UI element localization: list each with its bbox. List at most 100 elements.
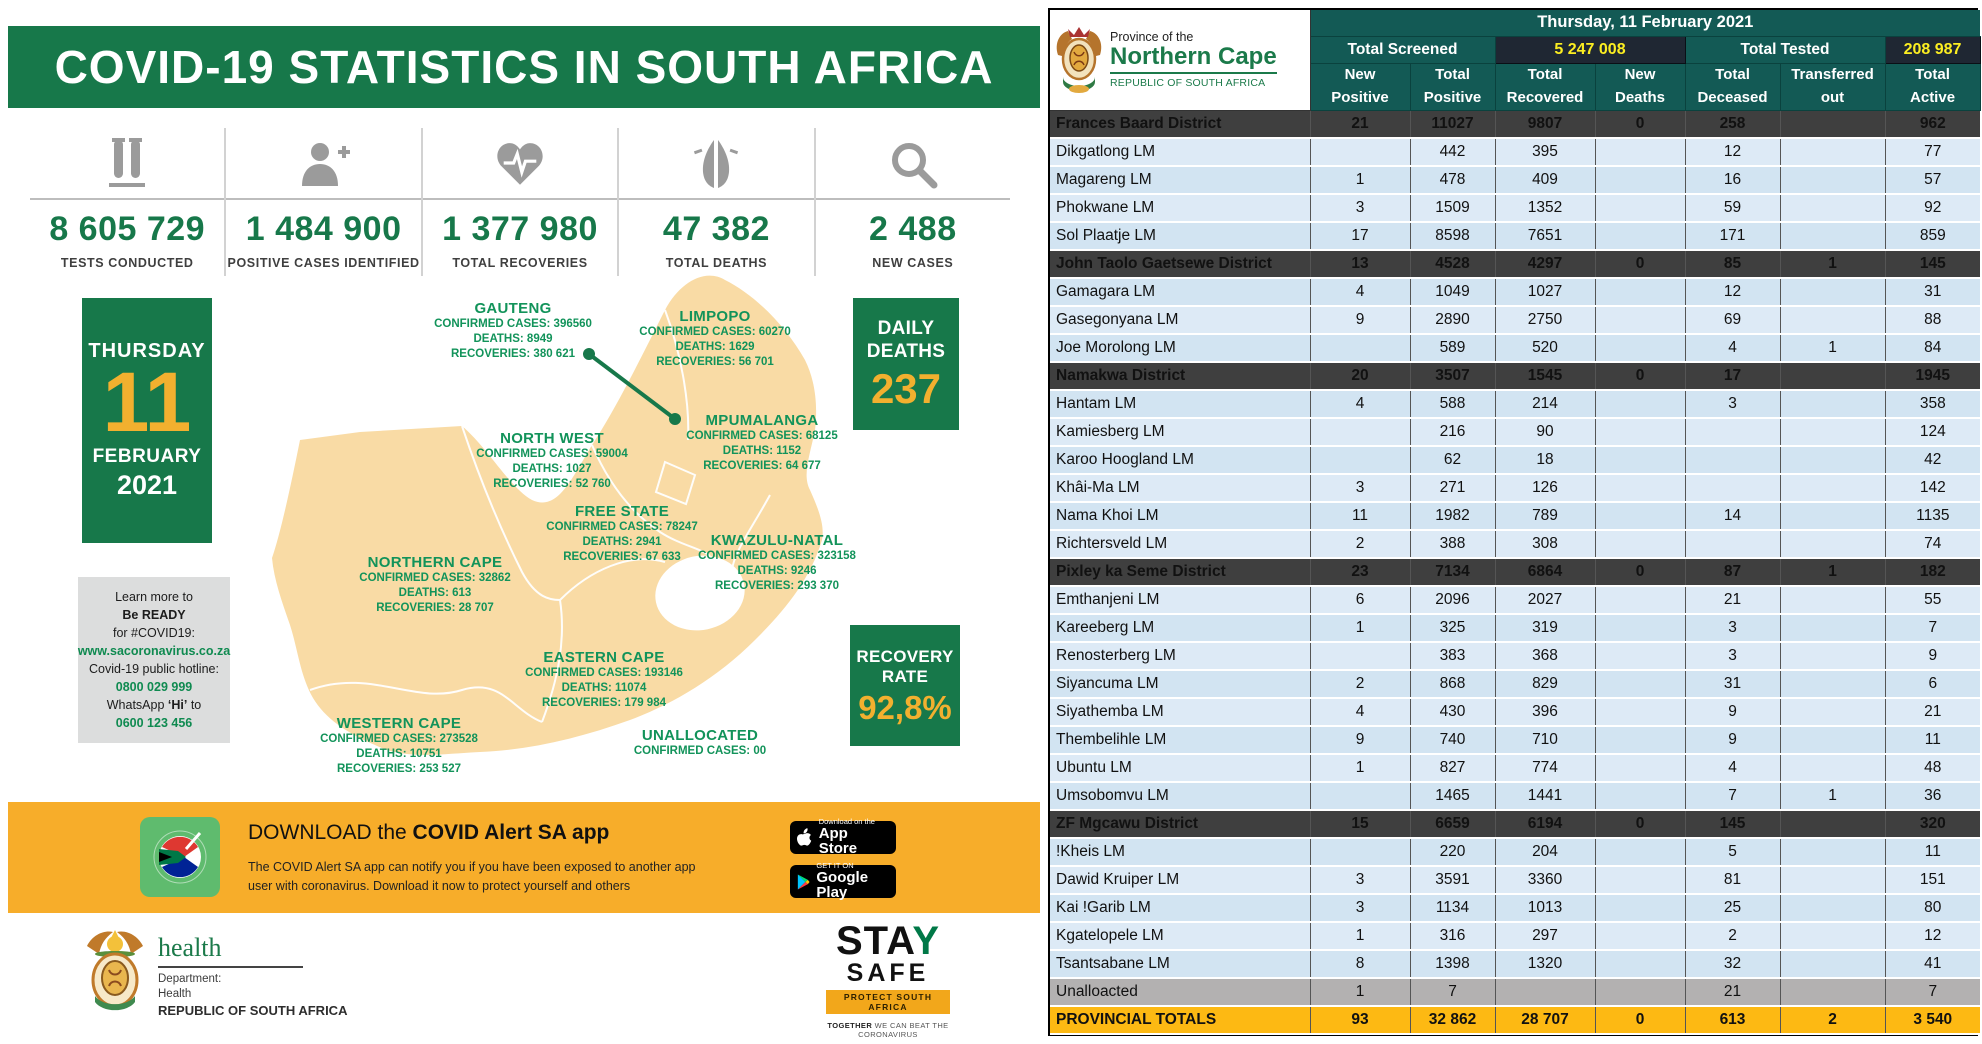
row-value [1594,642,1685,671]
row-value: 55 [1884,586,1981,615]
row-value: 1982 [1409,502,1495,531]
row-value: 3 [1684,614,1780,643]
row-value: 1352 [1494,194,1595,223]
stat-value: 8 605 729 [49,210,206,248]
row-value: 1320 [1494,950,1595,979]
row-value: 8 [1309,950,1410,979]
row-name: Emthanjeni LM [1050,586,1310,615]
row-value [1779,166,1885,195]
googleplay-button[interactable]: GET IT ON Google Play [790,861,896,901]
table-row: Khâi-Ma LM 3 271 126 142 [1050,474,1981,503]
row-value: 1027 [1494,278,1595,307]
row-value: 1 [1309,754,1410,783]
column-header-total-deceased: Total Deceased [1684,62,1781,111]
row-value: 15 [1309,810,1410,839]
table-row: Nama Khoi LM 11 1982 789 14 1135 [1050,502,1981,531]
row-value: 4 [1309,278,1410,307]
row-name: Sol Plaatje LM [1050,222,1310,251]
row-value [1594,306,1685,335]
table-row: Siyancuma LM 2 868 829 31 6 [1050,670,1981,699]
row-value: 3 [1309,474,1410,503]
table-row: !Kheis LM 220 204 5 11 [1050,838,1981,867]
map-label-free-state: FREE STATE CONFIRMED CASES: 78247 DEATHS… [546,503,698,563]
row-value [1779,194,1885,223]
row-value [1779,446,1885,475]
dept-line: Health [158,987,192,1000]
row-value: 32 [1684,950,1780,979]
table-row: Joe Morolong LM 589 520 4 1 84 [1050,334,1981,363]
row-name: Khâi-Ma LM [1050,474,1310,503]
province-logo-cell: Province of the Northern Cape REPUBLIC O… [1050,10,1311,111]
row-value: 388 [1409,530,1495,559]
row-value [1594,922,1685,951]
info-box: Learn more to Be READY for #COVID19: www… [78,577,230,743]
row-name: Pixley ka Seme District [1050,558,1310,587]
row-value: 214 [1494,390,1595,419]
row-value: 145 [1884,250,1981,279]
row-value: 9 [1309,726,1410,755]
row-value: 4297 [1494,250,1595,279]
stat-value: 1 484 900 [245,210,402,248]
page-title: COVID-19 STATISTICS IN SOUTH AFRICA [8,26,1040,108]
covid-alert-app-icon [140,817,220,897]
row-value [1779,670,1885,699]
website-link[interactable]: www.sacoronavirus.co.za [77,643,231,658]
table-row: Frances Baard District 21 11027 9807 0 258 962 [1050,110,1981,139]
row-value [1309,782,1410,811]
table-row: Namakwa District 20 3507 1545 0 17 1945 [1050,362,1981,391]
row-value [1779,754,1885,783]
banner-description: The COVID Alert SA app can notify you if… [248,860,696,893]
date-weekday: THURSDAY [88,339,206,362]
row-value: 6194 [1494,810,1595,839]
table-row: Thembelihle LM 9 740 710 9 11 [1050,726,1981,755]
table-row: Tsantsabane LM 8 1398 1320 32 41 [1050,950,1981,979]
row-value [1779,362,1885,391]
row-value: 396 [1494,698,1595,727]
map-label-mpumalanga: MPUMALANGA CONFIRMED CASES: 68125 DEATHS… [686,412,838,472]
row-value: 3360 [1494,866,1595,895]
row-value: 124 [1884,418,1981,447]
row-value [1779,530,1885,559]
row-value: 320 [1884,810,1981,839]
stat-value: 2 488 [869,210,957,248]
row-value: 3 [1309,866,1410,895]
row-value: 6864 [1494,558,1595,587]
row-value: 13 [1309,250,1410,279]
stat-label: TOTAL RECOVERIES [452,256,588,270]
banner-title: DOWNLOAD the COVID Alert SA app [248,821,610,844]
row-value [1309,418,1410,447]
row-value [1684,474,1780,503]
row-value [1594,950,1685,979]
row-value: 11 [1884,838,1981,867]
row-value: 32 862 [1409,1005,1495,1035]
row-value [1779,278,1885,307]
row-name: Richtersveld LM [1050,530,1310,559]
row-value: 126 [1494,474,1595,503]
row-value: 1 [1779,782,1885,811]
map-label-unallocated: UNALLOCATED CONFIRMED CASES: 00 [633,727,767,757]
row-value: 7651 [1494,222,1595,251]
table-row: Dawid Kruiper LM 3 3591 3360 81 151 [1050,866,1981,895]
row-name: Joe Morolong LM [1050,334,1310,363]
table-row: Umsobomvu LM 1465 1441 7 1 36 [1050,782,1981,811]
row-value: 77 [1884,138,1981,167]
covid-alert-banner: DOWNLOAD the COVID Alert SA app The COVI… [8,802,1040,913]
row-value: 3 540 [1884,1005,1981,1035]
row-value [1594,866,1685,895]
row-value: 182 [1884,558,1981,587]
row-value: 21 [1684,586,1780,615]
appstore-button[interactable]: Download on the App Store [790,817,896,857]
row-name: !Kheis LM [1050,838,1310,867]
row-value [1779,418,1885,447]
row-value: 171 [1684,222,1780,251]
table-row: Siyathemba LM 4 430 396 9 21 [1050,698,1981,727]
row-value: 21 [1684,978,1780,1007]
row-value: 258 [1684,110,1780,139]
row-value: 740 [1409,726,1495,755]
row-name: Tsantsabane LM [1050,950,1310,979]
recovery-rate-label: RECOVERY RATE [856,646,954,686]
row-value: 42 [1884,446,1981,475]
row-name: Phokwane LM [1050,194,1310,223]
row-value: 1398 [1409,950,1495,979]
row-value: 216 [1409,418,1495,447]
